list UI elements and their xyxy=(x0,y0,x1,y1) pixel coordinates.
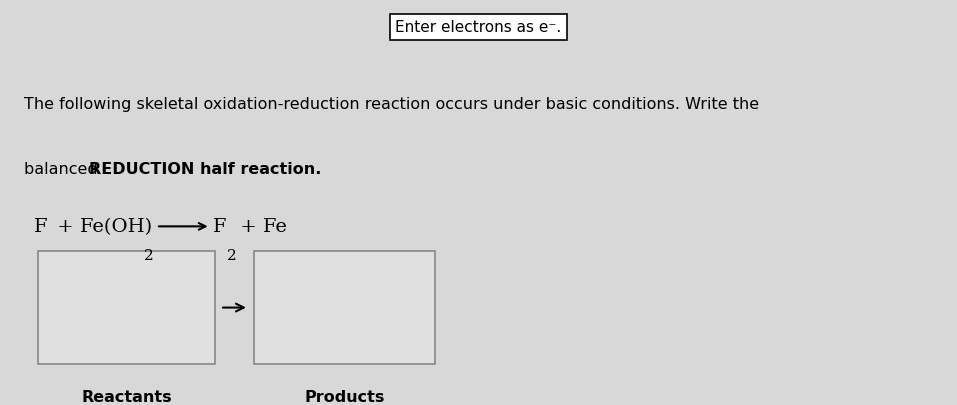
Bar xyxy=(38,251,215,364)
Text: Reactants: Reactants xyxy=(81,389,172,404)
Text: The following skeletal oxidation-reduction reaction occurs under basic condition: The following skeletal oxidation-reducti… xyxy=(24,97,759,112)
Text: F: F xyxy=(213,218,227,236)
Text: Enter electrons as e⁻.: Enter electrons as e⁻. xyxy=(395,20,562,35)
Text: REDUCTION half reaction.: REDUCTION half reaction. xyxy=(89,162,322,177)
Text: F̅: F̅ xyxy=(33,218,47,236)
Text: + Fe: + Fe xyxy=(234,218,287,236)
Text: + Fe(OH): + Fe(OH) xyxy=(51,218,152,236)
Text: Products: Products xyxy=(304,389,385,404)
Bar xyxy=(254,251,435,364)
Text: 2: 2 xyxy=(144,248,153,262)
Text: 2: 2 xyxy=(227,248,236,262)
Text: balanced: balanced xyxy=(24,162,102,177)
